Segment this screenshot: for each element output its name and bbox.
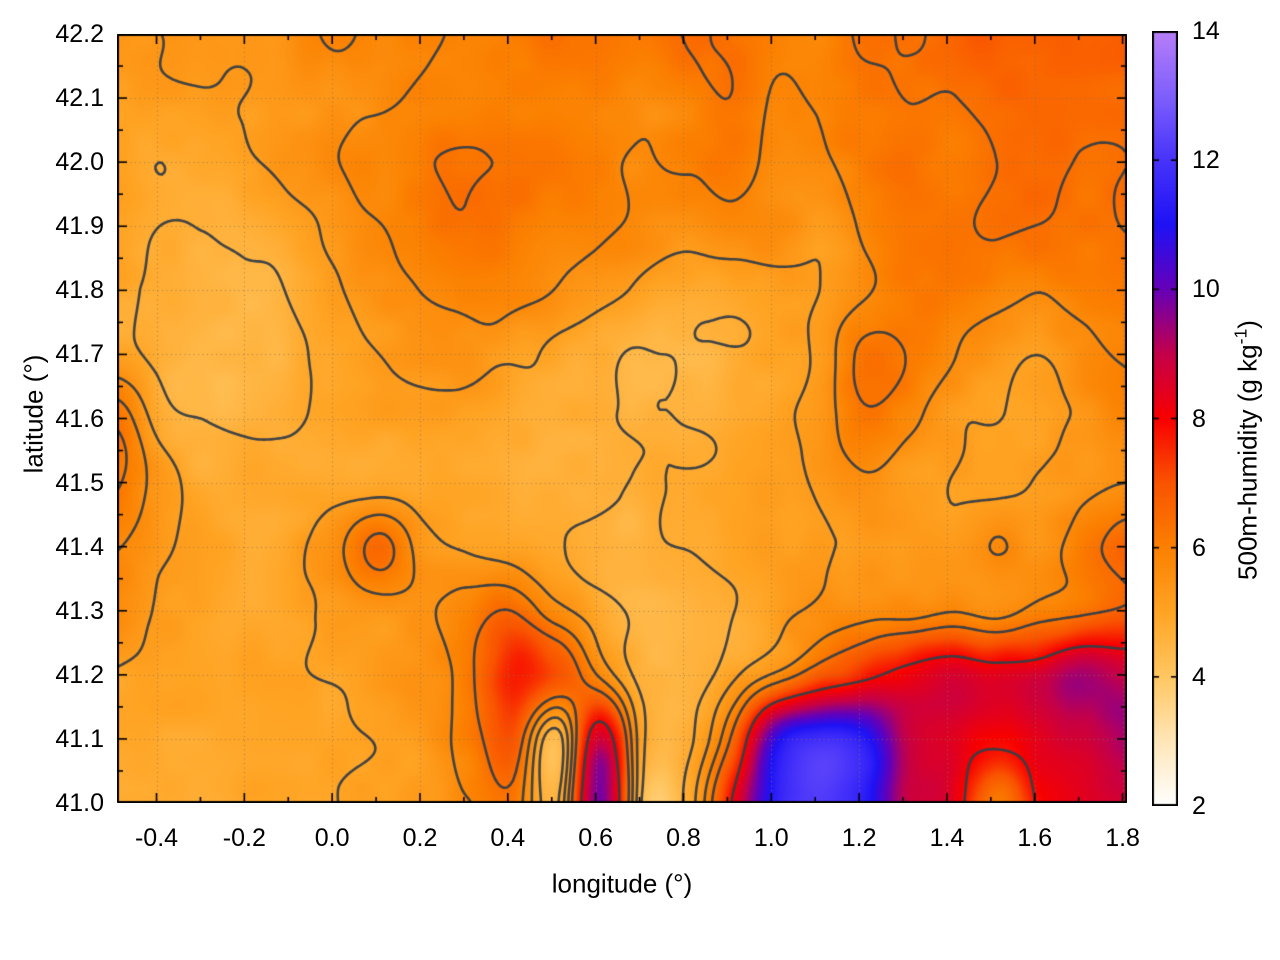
y-tick-label: 41.3 <box>55 596 104 625</box>
colorbar-tick-label: 10 <box>1192 275 1220 304</box>
colorbar-tick-label: 8 <box>1192 404 1206 433</box>
x-tick-label: 0.4 <box>490 824 526 852</box>
y-tick-label: 41.9 <box>55 212 104 241</box>
y-tick-label: 41.2 <box>55 660 104 689</box>
y-tick-label: 41.1 <box>55 724 104 753</box>
x-tick-label: 1.6 <box>1017 824 1053 852</box>
colorbar-tick-label: 14 <box>1192 17 1220 45</box>
colorbar-title-close: ) <box>1232 320 1263 329</box>
y-tick-label: 41.8 <box>55 276 104 305</box>
x-tick-label: 0.0 <box>314 824 350 852</box>
colorbar-title: 500m-humidity (g kg-1) <box>1231 320 1264 580</box>
y-tick-label: 41.6 <box>55 404 104 433</box>
y-tick-label: 41.0 <box>55 789 104 817</box>
x-tick-label: 0.2 <box>402 824 438 852</box>
x-tick-label: 1.0 <box>753 824 789 852</box>
x-tick-label: -0.2 <box>222 824 266 852</box>
y-axis-title: latitude (°) <box>18 354 49 474</box>
x-tick-label: 1.8 <box>1105 824 1140 852</box>
colorbar <box>1152 31 1178 806</box>
y-tick-label: 42.1 <box>55 84 104 113</box>
x-tick-label: 1.4 <box>929 824 965 852</box>
y-tick-label: 41.4 <box>55 532 104 561</box>
colorbar-tick-label: 4 <box>1192 662 1206 691</box>
colorbar-tick-label: 12 <box>1192 146 1220 175</box>
x-tick-label: -0.4 <box>134 824 179 852</box>
colorbar-title-text: 500m-humidity (g kg <box>1232 344 1263 580</box>
x-tick-label: 0.6 <box>578 824 614 852</box>
y-tick-label: 42.0 <box>55 148 104 177</box>
colorbar-tick-label: 2 <box>1192 792 1206 820</box>
colorbar-title-sup: -1 <box>1230 328 1251 345</box>
y-tick-label: 41.7 <box>55 340 104 369</box>
y-tick-label: 41.5 <box>55 468 104 497</box>
colorbar-tick-label: 6 <box>1192 533 1206 562</box>
heatmap-canvas <box>117 34 1127 803</box>
x-tick-label: 0.8 <box>666 824 701 852</box>
x-axis-title: longitude (°) <box>551 868 693 899</box>
x-tick-label: 1.2 <box>841 824 877 852</box>
y-tick-label: 42.2 <box>55 20 104 48</box>
